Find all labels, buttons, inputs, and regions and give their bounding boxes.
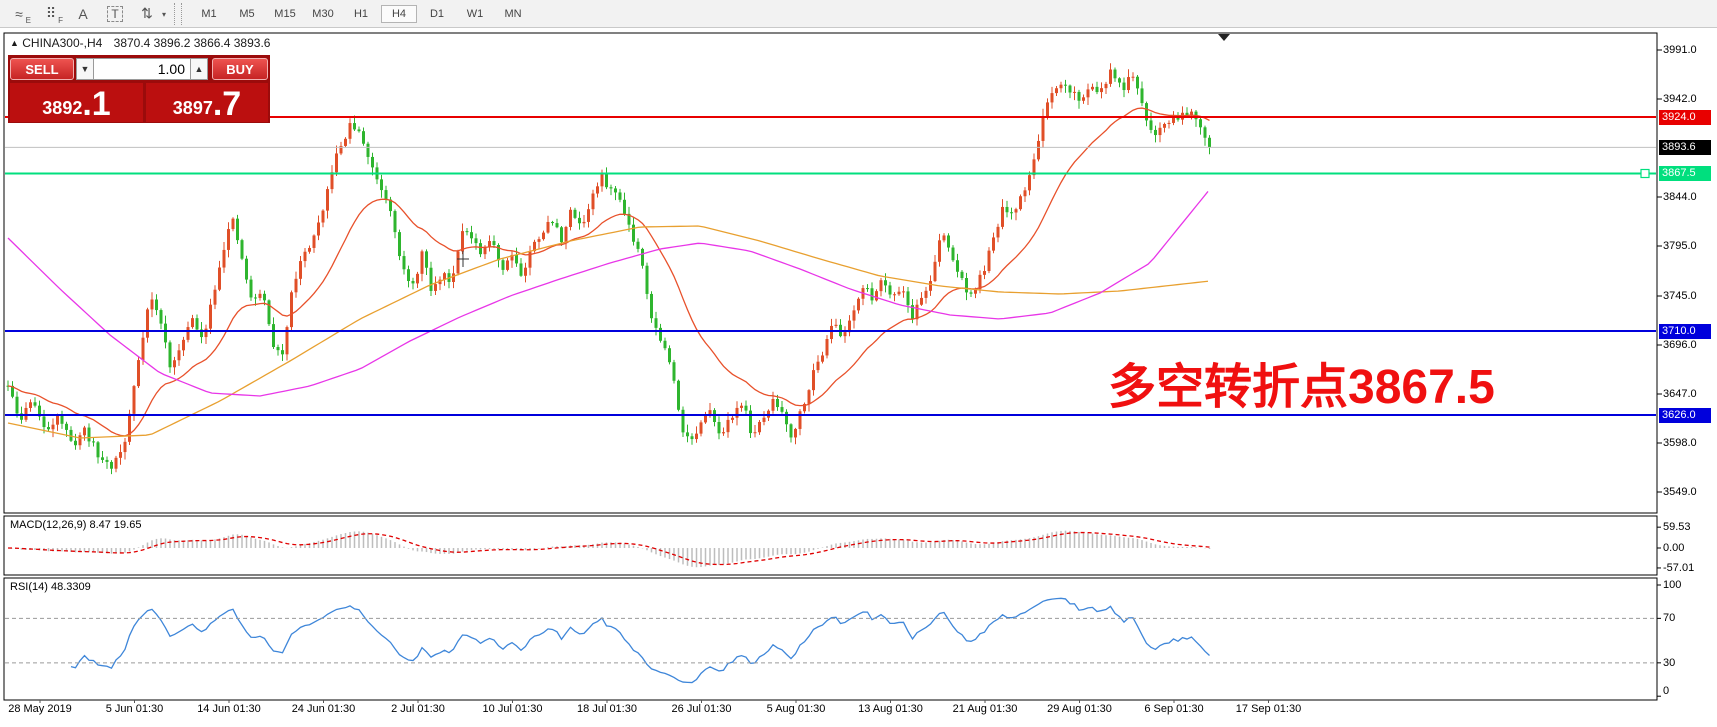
timeframe-button-m5[interactable]: M5 xyxy=(239,7,255,20)
timeframe-button-mn[interactable]: MN xyxy=(504,7,522,20)
price-axis-label: 3942.0 xyxy=(1663,93,1697,105)
timeframe-button-h1[interactable]: H1 xyxy=(353,7,369,20)
rsi-axis-label: 100 xyxy=(1663,579,1682,591)
buy-button[interactable]: BUY xyxy=(212,58,268,80)
price-axis-label: 3696.0 xyxy=(1663,339,1697,351)
timeframe-button-m15[interactable]: M15 xyxy=(274,7,296,20)
price-axis-label: 3844.0 xyxy=(1663,191,1697,203)
one-click-trade-panel: SELL ▼ ▲ BUY 3892.1 3897.7 xyxy=(8,55,270,123)
time-axis-label: 24 Jun 01:30 xyxy=(291,703,356,715)
chart-annotation-text: 多空转折点3867.5 xyxy=(1108,361,1495,414)
rsi-axis-label: 0 xyxy=(1663,685,1670,697)
timeframe-button-w1[interactable]: W1 xyxy=(466,7,484,20)
collapse-marker-icon[interactable]: ▲ xyxy=(10,38,19,48)
price-axis-label: 3549.0 xyxy=(1663,486,1697,498)
price-level-tag: 3924.0 xyxy=(1659,109,1711,125)
timeframe-button-m30[interactable]: M30 xyxy=(312,7,334,20)
time-axis-label: 21 Aug 01:30 xyxy=(952,703,1018,715)
price-axis-label: 3647.0 xyxy=(1663,388,1697,400)
time-axis-label: 6 Sep 01:30 xyxy=(1144,703,1204,715)
price-level-tag: 3626.0 xyxy=(1659,407,1711,423)
macd-axis-label: 59.53 xyxy=(1663,521,1691,534)
toolbar-separator xyxy=(174,2,182,25)
time-axis-label: 28 May 2019 xyxy=(8,703,72,715)
time-axis-label: 14 Jun 01:30 xyxy=(197,703,261,715)
time-axis-label: 2 Jul 01:30 xyxy=(391,703,445,715)
time-axis-label: 26 Jul 01:30 xyxy=(671,703,732,715)
rsi-axis-label: 70 xyxy=(1663,612,1676,625)
volume-increase-button[interactable]: ▲ xyxy=(190,58,208,80)
text-label-icon[interactable]: A xyxy=(78,5,88,22)
price-level-tag: 3893.6 xyxy=(1659,139,1711,155)
macd-axis-label: -57.01 xyxy=(1663,561,1695,574)
volume-decrease-button[interactable]: ▼ xyxy=(76,58,94,80)
timeframe-button-h4[interactable]: H4 xyxy=(381,4,417,23)
price-level-tag: 3867.5 xyxy=(1659,166,1711,181)
timeframe-button-d1[interactable]: D1 xyxy=(429,7,445,20)
grid-icon[interactable]: ⠿ F xyxy=(45,5,63,25)
indicators-icon[interactable]: ≈ E xyxy=(15,5,31,25)
time-axis-label: 10 Jul 01:30 xyxy=(482,703,543,715)
time-axis-label: 5 Jun 01:30 xyxy=(105,703,164,715)
ohlc-values: 3870.4 3896.2 3866.4 3893.6 xyxy=(113,36,271,50)
chart-title: ▲ CHINA300-,H4 3870.4 3896.2 3866.4 3893… xyxy=(10,36,270,50)
sell-price-display[interactable]: 3892.1 xyxy=(10,83,143,122)
rsi-indicator-label: RSI(14) 48.3309 xyxy=(10,581,91,593)
time-axis-label: 17 Sep 01:30 xyxy=(1235,703,1302,715)
time-axis-label: 18 Jul 01:30 xyxy=(577,703,637,715)
symbol-period-label: CHINA300-,H4 xyxy=(22,36,103,50)
rsi-axis-label: 30 xyxy=(1663,656,1676,669)
timeframe-button-m1[interactable]: M1 xyxy=(201,7,217,20)
price-axis-label: 3598.0 xyxy=(1663,437,1697,449)
text-box-icon[interactable]: T xyxy=(102,3,128,25)
buy-price-display[interactable]: 3897.7 xyxy=(146,83,268,122)
volume-input[interactable] xyxy=(93,58,191,80)
price-axis-label: 3795.0 xyxy=(1663,240,1697,252)
buy-price-frac: .7 xyxy=(212,85,242,123)
cycle-symbols-icon[interactable]: ⇅ ▾ xyxy=(141,5,166,21)
time-axis-label: 29 Aug 01:30 xyxy=(1047,703,1112,715)
price-axis-label: 3991.0 xyxy=(1663,44,1697,56)
timeframe-button-group: M1 M5 M15 M30 H1 H4 D1 W1 MN xyxy=(190,4,532,23)
price-axis-label: 3745.0 xyxy=(1663,290,1697,302)
macd-indicator-label: MACD(12,26,9) 8.47 19.65 xyxy=(10,519,142,531)
sell-price-int: 3892 xyxy=(42,98,83,118)
time-axis-label: 5 Aug 01:30 xyxy=(766,703,826,715)
sell-price-frac: .1 xyxy=(82,85,111,123)
macd-axis-label: 0.00 xyxy=(1663,542,1685,554)
sell-button[interactable]: SELL xyxy=(10,58,74,80)
price-level-tag: 3710.0 xyxy=(1659,323,1711,339)
top-toolbar: ≈ E ⠿ F A T ⇅ ▾ M1 M5 M15 M30 H1 H4 D1 W1 MN xyxy=(0,0,1717,28)
time-axis-label: 13 Aug 01:30 xyxy=(858,703,923,715)
buy-price-int: 3897 xyxy=(172,98,213,118)
